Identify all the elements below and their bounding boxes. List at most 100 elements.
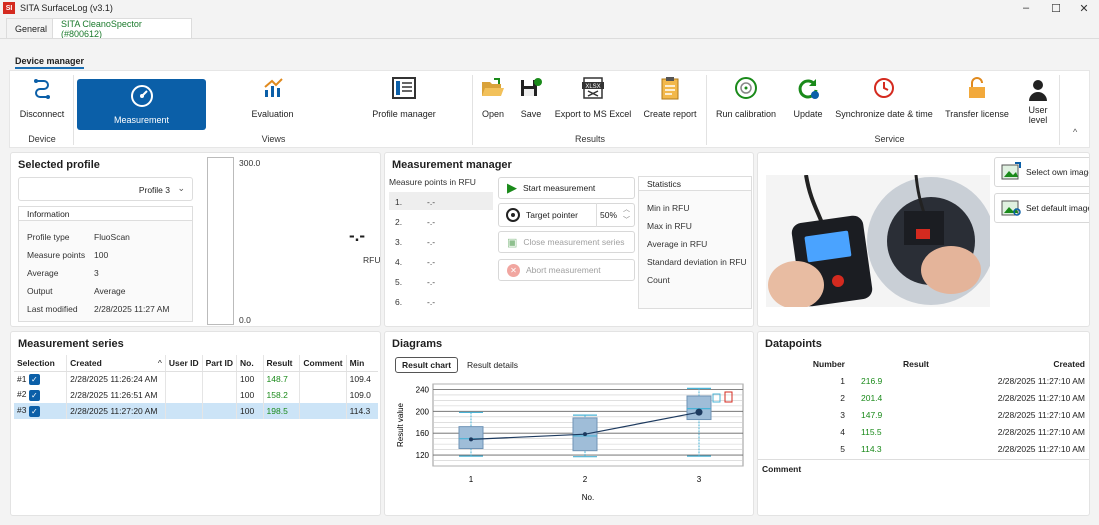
close-measurement-series-button[interactable]: ▣ Close measurement series [498, 231, 635, 253]
disconnect-button[interactable]: Disconnect [14, 71, 70, 131]
start-measurement-button[interactable]: ▶ Start measurement [498, 177, 635, 199]
table-row[interactable]: 2 201.4 2/28/2025 11:27:10 AM [761, 389, 1085, 406]
column-header[interactable]: No. [236, 355, 264, 372]
ribbon-separator [73, 75, 74, 145]
measurement-label: Measurement [113, 115, 170, 125]
user-level-label: User level [1028, 105, 1048, 125]
abort-measurement-label: Abort measurement [526, 265, 601, 275]
box [686, 395, 712, 421]
minimize-button[interactable]: – [1022, 2, 1030, 14]
measurement-manager-panel: Measurement manager Measure points in RF… [384, 152, 754, 327]
table-row[interactable]: 1 216.9 2/28/2025 11:27:10 AM [761, 372, 1085, 389]
table-row-selected[interactable]: #3 ✓ 2/28/2025 11:27:20 AM 100 198.5 114.3 [14, 403, 378, 419]
update-label: Update [793, 109, 823, 119]
gauge-min-label: 0.0 [239, 315, 251, 325]
profile-dropdown-value: Profile 3 [138, 185, 170, 195]
table-row[interactable]: 3 147.9 2/28/2025 11:27:10 AM [761, 406, 1085, 423]
column-header[interactable]: Created [1053, 358, 1085, 369]
measurement-series-panel: Measurement series Selection Created ^ Us… [10, 331, 381, 516]
run-calibration-label: Run calibration [715, 109, 777, 119]
current-reading: -.- [349, 226, 366, 245]
xlsx-icon: XLSX [580, 75, 606, 101]
update-button[interactable]: Update [788, 71, 828, 131]
selected-profile-title: Selected profile [18, 159, 100, 171]
cell-result: 198.5 [263, 403, 301, 419]
app-logo: SI [3, 2, 15, 14]
x-tick-label: 2 [583, 475, 588, 484]
point-number: 4. [395, 257, 403, 267]
diagrams-panel: Diagrams Result chart Result details 120… [384, 331, 754, 516]
clipboard-icon [657, 75, 683, 101]
tab-divider [0, 38, 1099, 39]
column-header[interactable]: User ID [165, 355, 203, 372]
close-button[interactable]: ✕ [1079, 2, 1089, 15]
set-default-image-button[interactable]: Set default image [994, 193, 1089, 223]
bar-chart-icon [260, 75, 286, 101]
measurement-manager-title: Measurement manager [392, 159, 512, 171]
select-own-image-button[interactable]: Select own image [994, 157, 1089, 187]
synchronize-datetime-button[interactable]: Synchronize date & time [835, 71, 933, 131]
abort-icon: ✕ [507, 263, 520, 277]
subtab-device-manager[interactable]: Device manager [15, 56, 85, 69]
column-header[interactable]: Created ^ [66, 355, 166, 372]
cell-no: 100 [236, 403, 264, 419]
column-header[interactable]: Part ID [202, 355, 238, 372]
cell-created: 2/28/2025 11:27:10 AM [997, 375, 1085, 386]
table-row[interactable]: #2 ✓ 2/28/2025 11:26:51 AM 100 158.2 109.0 [14, 387, 378, 403]
export-excel-button[interactable]: XLSX Export to MS Excel [553, 71, 633, 131]
cell-comment [299, 403, 347, 419]
run-calibration-button[interactable]: Run calibration [712, 71, 780, 131]
tab-cleanospector[interactable]: SITA CleanoSpector (#800612) [52, 18, 192, 39]
point-number: 6. [395, 297, 403, 307]
target-percent-value[interactable]: 50% [600, 210, 618, 220]
tab-general[interactable]: General [6, 18, 57, 38]
row-checkbox[interactable]: ✓ [28, 389, 40, 401]
cell-created: 2/28/2025 11:26:24 AM [66, 371, 166, 387]
table-row[interactable]: #1 ✓ 2/28/2025 11:26:24 AM 100 148.7 109.4 [14, 371, 378, 387]
abort-measurement-button[interactable]: ✕ Abort measurement [498, 259, 635, 281]
cell-created: 2/28/2025 11:27:20 AM [66, 403, 166, 419]
create-report-button[interactable]: Create report [640, 71, 700, 131]
point-value: -.- [427, 297, 436, 307]
maximize-button[interactable]: ☐ [1051, 2, 1061, 15]
data-point [583, 432, 587, 437]
column-header[interactable]: Number [812, 358, 845, 369]
evaluation-button[interactable]: Evaluation [220, 71, 325, 131]
profile-dropdown[interactable]: Profile 3 ⌄ [18, 177, 193, 201]
measure-point-highlight [389, 192, 493, 210]
save-button[interactable]: Save [514, 71, 548, 131]
table-row[interactable]: 4 115.5 2/28/2025 11:27:10 AM [761, 423, 1085, 440]
row-checkbox[interactable]: ✓ [28, 373, 40, 385]
collapse-ribbon-icon[interactable]: ^ [1073, 127, 1078, 137]
column-header[interactable]: Comment [299, 355, 347, 372]
stepper-up-icon[interactable]: ︿ [623, 206, 630, 213]
cell-result: 147.9 [861, 409, 883, 420]
stepper-down-icon[interactable]: ﹀ [623, 217, 630, 224]
tab-result-details[interactable]: Result details [467, 360, 519, 370]
point-value: -.- [427, 257, 436, 267]
group-service: Service [874, 134, 905, 144]
measurement-button[interactable]: Measurement [77, 79, 206, 130]
row-selection-label: #3 [17, 405, 27, 416]
column-header[interactable]: Result [263, 355, 301, 372]
profile-manager-button[interactable]: Profile manager [360, 71, 448, 131]
cell-comment [299, 371, 347, 387]
point-value: -.- [427, 217, 436, 227]
target-pointer-button[interactable]: Target pointer 50% ︿ ﹀ [498, 203, 635, 227]
target-pointer-label: Target pointer [526, 210, 578, 220]
open-button[interactable]: Open [476, 71, 510, 131]
information-box: Information Profile type FluoScan Measure… [18, 206, 193, 322]
column-header[interactable]: Result [903, 358, 929, 369]
cell-number: 2 [840, 392, 845, 403]
tab-result-chart[interactable]: Result chart [395, 357, 459, 373]
column-header[interactable]: Min [346, 355, 378, 372]
transfer-license-button[interactable]: Transfer license [941, 71, 1013, 131]
datapoints-table: Number Result Created 1 216.9 2/28/2025 11… [761, 355, 1085, 457]
column-header[interactable]: Selection [14, 355, 68, 372]
row-checkbox[interactable]: ✓ [28, 405, 40, 417]
x-axis-label: No. [582, 493, 594, 502]
table-row[interactable]: 5 114.3 2/28/2025 11:27:10 AM [761, 440, 1085, 457]
user-level-button[interactable]: User level [1020, 71, 1056, 131]
play-icon: ▶ [507, 180, 517, 195]
cell-result: 148.7 [263, 371, 301, 387]
